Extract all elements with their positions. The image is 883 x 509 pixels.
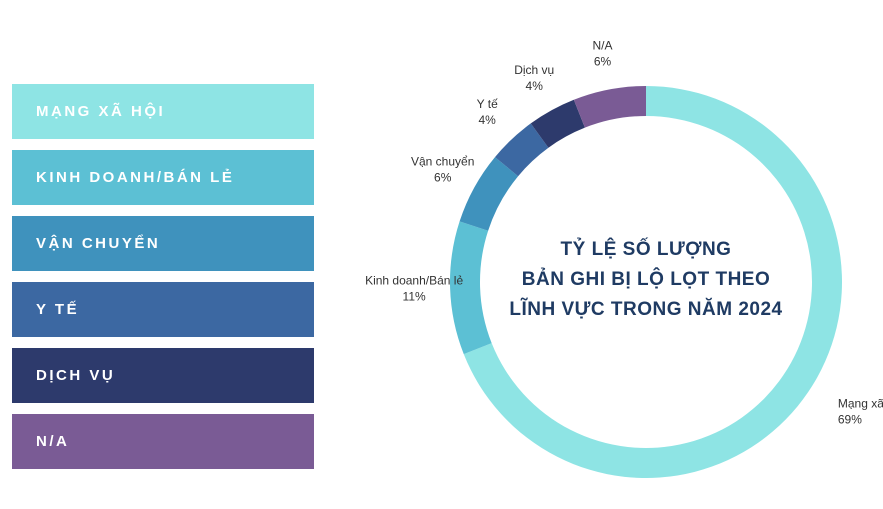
slice-value: 6% (594, 54, 612, 68)
donut-slice (573, 86, 646, 128)
legend: MẠNG XÃ HỘI KINH DOANH/BÁN LẺ VẬN CHUYỂN Y … (12, 84, 314, 469)
legend-box (12, 216, 314, 271)
slice-value: 4% (526, 79, 544, 93)
legend-label: MẠNG XÃ HỘI (36, 102, 165, 120)
legend-label: VẬN CHUYỂN (36, 234, 160, 252)
title-line: BẢN GHI BỊ LỘ LỌT THEO (522, 268, 771, 290)
slice-label: Mạng xã hội (838, 397, 883, 411)
donut-slice (449, 221, 492, 355)
legend-box (12, 348, 314, 403)
slice-label: Kinh doanh/Bán lẻ (365, 273, 463, 287)
slice-label: Dịch vụ (514, 63, 554, 77)
donut-slice (494, 123, 549, 177)
legend-label: N/A (36, 433, 69, 450)
slice-label: N/A (593, 38, 613, 52)
slice-value: 6% (434, 170, 452, 184)
donut-slice (530, 99, 585, 148)
legend-box (12, 150, 314, 205)
slice-label: Vận chuyển (411, 154, 474, 168)
title-line: LĨNH VỰC TRONG NĂM 2024 (509, 298, 782, 320)
legend-box (12, 84, 314, 139)
legend-box (12, 282, 314, 337)
legend-label: Y TẾ (36, 301, 79, 318)
slice-value: 69% (838, 413, 862, 427)
donut: Mạng xã hội 69% Kinh doanh/Bán lẻ 11% Vận ch… (365, 38, 883, 478)
slice-label: Y tế (477, 97, 498, 111)
slice-value: 11% (403, 289, 426, 303)
chart-title: TỶ LỆ SỐ LƯỢNG BẢN GHI BỊ LỘ LỌT THEO LĨNH… (509, 238, 782, 320)
legend-box (12, 414, 314, 469)
slice-value: 4% (479, 113, 497, 127)
donut-slice (459, 157, 519, 231)
legend-label: DỊCH VỤ (36, 367, 115, 384)
title-line: TỶ LỆ SỐ LƯỢNG (561, 238, 732, 260)
legend-label: KINH DOANH/BÁN LẺ (36, 169, 234, 186)
